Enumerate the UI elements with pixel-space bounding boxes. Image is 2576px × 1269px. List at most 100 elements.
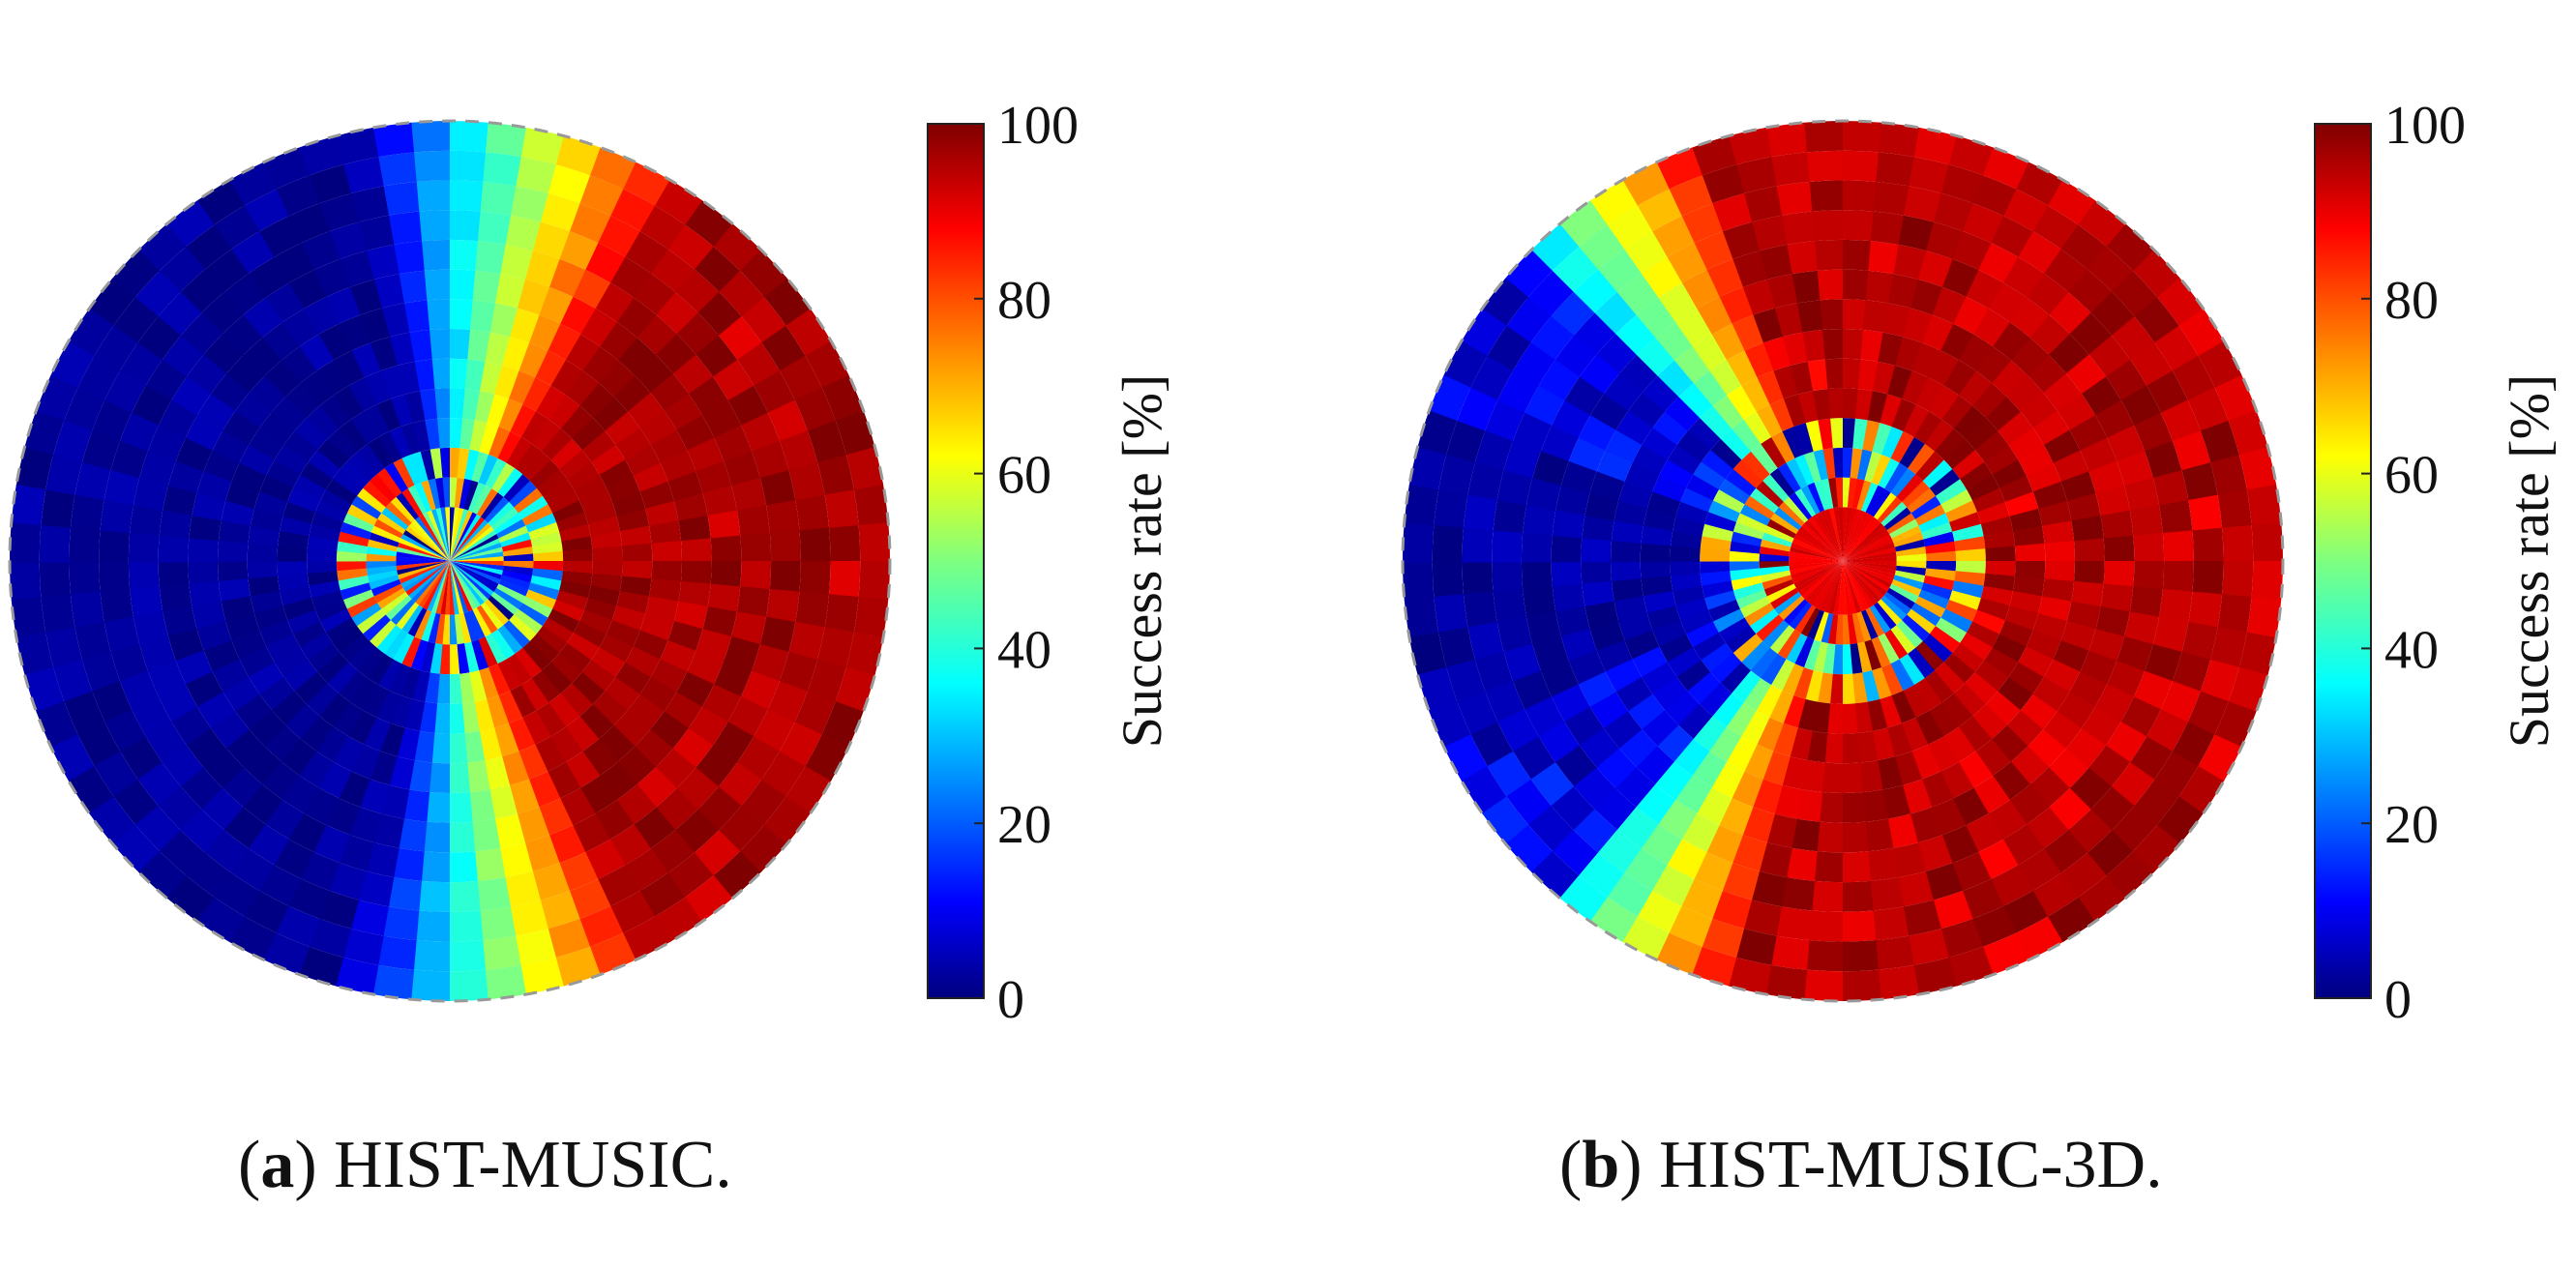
panel-a-cell: [300, 716, 335, 753]
panel-b-cell: [1752, 871, 1789, 907]
panel-a-cell: [468, 300, 496, 333]
panel-a-cell: [299, 946, 345, 987]
panel-b-cell: [1873, 602, 1897, 630]
panel-b-cell: [1462, 561, 1494, 596]
panel-a-cell: [367, 842, 400, 878]
panel-b-cell: [1869, 605, 1891, 634]
panel-a-cell: [636, 313, 677, 355]
panel-a-cell: [297, 135, 344, 176]
panel-a-cell: [493, 365, 519, 399]
panel-a-cell: [799, 526, 831, 561]
panel-b-cell: [1992, 458, 2027, 488]
panel-a-cell: [327, 662, 359, 694]
panel-a-cell: [484, 599, 510, 626]
panel-a-cell: [548, 761, 582, 799]
panel-a-cell: [457, 643, 470, 674]
panel-b-cell: [1786, 633, 1808, 664]
panel-b-cell: [2066, 491, 2101, 521]
panel-a-cell: [363, 370, 391, 405]
panel-b-cell: [1492, 561, 1524, 594]
panel-b-cell: [1671, 573, 1703, 592]
panel-b-cell: [1871, 636, 1891, 668]
panel-a-cell: [650, 710, 690, 749]
panel-b-cell: [1596, 640, 1633, 673]
panel-b-cell: [1658, 459, 1694, 489]
panel-a-cell: [63, 387, 105, 432]
panel-b-cell: [1803, 451, 1821, 483]
panel-b-cell: [1686, 621, 1720, 648]
panel-a-cell: [505, 871, 543, 907]
panel-b-cell: [1462, 527, 1494, 563]
panel-b-cell: [1899, 436, 1925, 469]
panel-b-cell: [1985, 545, 2016, 561]
panel-b-cell: [1701, 642, 1734, 673]
panel-b-cell: [1700, 561, 1731, 575]
panel-a-cell: [651, 540, 682, 561]
panel-b-cell: [1809, 910, 1845, 942]
panel-a-cell: [550, 438, 582, 469]
panel-a-cell: [307, 561, 338, 575]
panel-a-cell: [599, 458, 634, 488]
panel-b-cell: [1870, 876, 1906, 911]
panel-b-cell: [1843, 512, 1870, 561]
panel-b-cell: [1744, 495, 1775, 520]
panel-b-cell: [1712, 489, 1745, 514]
panel-b-cell: [1843, 510, 1866, 561]
panel-b-cell: [1902, 717, 1930, 752]
panel-b-cell: [1615, 767, 1657, 809]
panel-b-cell: [1908, 647, 1936, 679]
panel-b-cell: [1687, 418, 1721, 451]
panel-b-cell: [1404, 596, 1439, 639]
panel-a-cell: [519, 127, 564, 165]
panel-a-cell: [262, 761, 301, 801]
panel-b-cell: [1579, 852, 1626, 899]
panel-b-cell: [2133, 823, 2181, 872]
panel-a-cell: [113, 779, 160, 827]
panel-a-cell: [389, 664, 412, 696]
panel-b-outer-ring: [1401, 119, 2285, 1003]
panel-a-cell: [484, 122, 527, 158]
panel-b-cell: [1953, 405, 1986, 439]
panel-b-cell: [2004, 490, 2039, 516]
panel-a-cell: [480, 602, 504, 630]
panel-a-cell: [639, 481, 674, 509]
panel-b-cell: [2160, 398, 2201, 441]
panel-b-cell: [1843, 561, 1881, 603]
panel-b-cell: [1877, 332, 1904, 366]
panel-b-cell: [1783, 599, 1809, 626]
panel-a-cell: [578, 487, 612, 513]
panel-b-cell: [1997, 410, 2033, 445]
panel-a-cell: [211, 711, 251, 750]
panel-a-cell: [532, 541, 563, 554]
panel-a-cell: [385, 595, 412, 621]
panel-b-cell: [1983, 444, 2019, 475]
panel-a-cell: [415, 561, 450, 605]
panel-a-cell: [218, 541, 249, 562]
panel-b-cell: [2160, 679, 2202, 723]
panel-a-cell: [501, 336, 530, 371]
panel-a-cell: [555, 946, 603, 987]
panel-a-cell: [450, 732, 469, 764]
panel-a-cell: [639, 612, 675, 641]
panel-b-cell: [1526, 270, 1574, 318]
panel-b-cell: [1808, 561, 1843, 605]
panel-b-cell: [2009, 590, 2043, 614]
panel-a-cell: [835, 665, 875, 712]
panel-a-cell: [253, 491, 288, 517]
panel-a-cell: [434, 703, 451, 734]
panel-a-cell: [760, 324, 806, 371]
panel-b-cell: [2103, 559, 2135, 587]
panel-a-cell: [205, 829, 251, 874]
panel-b-cell: [2012, 524, 2045, 546]
panel-a-cell: [381, 591, 409, 615]
panel-a-cell: [257, 216, 302, 258]
panel-b-cell: [1971, 174, 2017, 217]
panel-a-cell: [450, 851, 480, 883]
panel-b-cell: [1990, 215, 2033, 257]
panel-b-cell: [1838, 561, 1844, 615]
panel-a-cell: [136, 223, 187, 273]
panel-a-cell: [283, 430, 318, 463]
panel-b-cell: [2238, 445, 2277, 490]
panel-a-cell: [92, 681, 133, 723]
panel-b-caption-label: b: [1582, 1128, 1620, 1202]
